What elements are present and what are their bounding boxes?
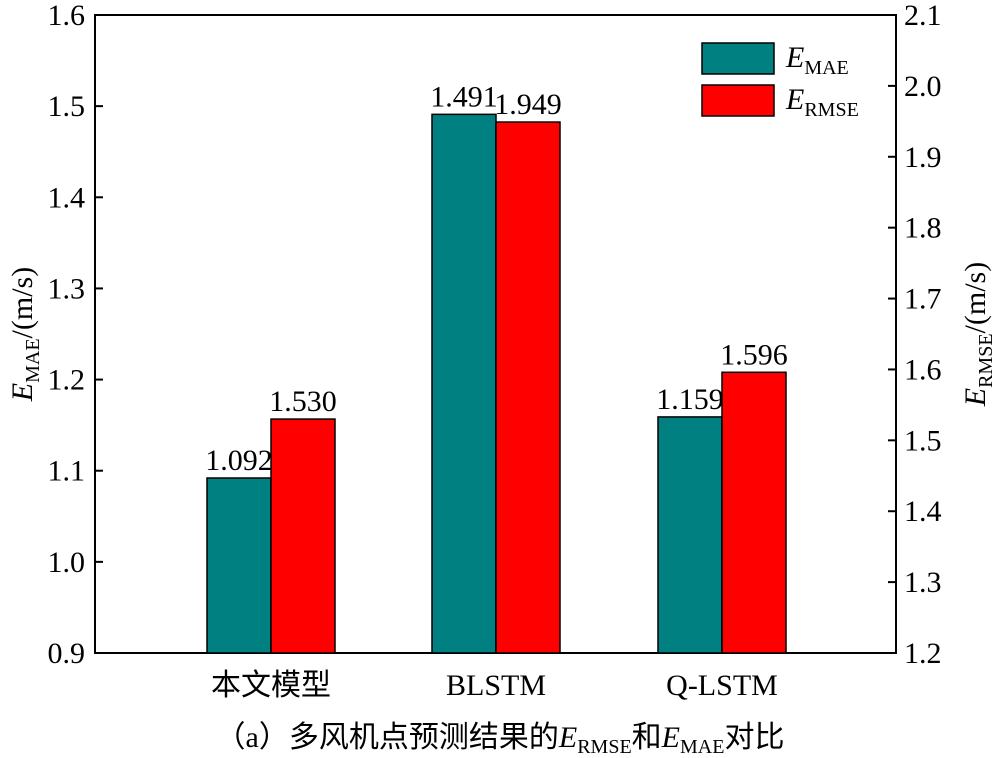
- data-label-rmse: 1.949: [494, 88, 562, 121]
- x-tick-label: BLSTM: [446, 669, 546, 702]
- caption-e2: E: [661, 721, 680, 754]
- caption-sub2: MAE: [680, 736, 725, 758]
- right-tick-label: 1.4: [904, 495, 942, 528]
- left-tick-label: 1.3: [48, 272, 86, 305]
- data-label-rmse: 1.530: [269, 385, 337, 418]
- right-tick-label: 1.5: [904, 424, 942, 457]
- right-tick-label: 1.8: [904, 212, 942, 245]
- x-tick-label: 本文模型: [211, 669, 331, 702]
- right-axis-title: ERMSE/(m/s): [959, 262, 997, 407]
- figure-caption: （a）多风机点预测结果的ERMSE和EMAE对比: [0, 712, 1000, 758]
- caption-sub1: RMSE: [577, 736, 632, 758]
- left-tick-label: 0.9: [48, 637, 86, 670]
- left-axis-title: EMAE/(m/s): [6, 267, 44, 402]
- right-tick-label: 2.1: [904, 0, 942, 32]
- bar-rmse: [721, 371, 787, 654]
- bar-mae: [657, 416, 723, 654]
- data-label-mae: 1.159: [656, 383, 724, 416]
- left-tick-label: 1.4: [48, 181, 86, 214]
- caption-mid: 和: [631, 721, 662, 754]
- right-tick-label: 1.6: [904, 353, 942, 386]
- right-axis-title-sub: RMSE: [975, 333, 997, 387]
- caption-prefix: （a）多风机点预测结果的: [215, 721, 559, 754]
- right-tick-label: 1.7: [904, 283, 942, 316]
- legend-label-main: E: [785, 41, 804, 74]
- legend-label-sub: RMSE: [804, 99, 858, 121]
- data-label-mae: 1.491: [430, 80, 498, 113]
- legend-label-main: E: [785, 83, 804, 116]
- legend-swatch-rmse: [701, 84, 775, 117]
- right-tick-label: 1.3: [904, 566, 942, 599]
- legend-label-mae: EMAE: [785, 41, 849, 79]
- bar-chart: 0.9 1.0 1.1 1.2 1.3 1.4 1.5 1.6 1.2 1.3 1.4 1.5 1.6 1…: [6, 0, 997, 702]
- bar-mae: [431, 113, 497, 654]
- right-tick-label: 2.0: [904, 70, 942, 103]
- legend-label-sub: MAE: [804, 57, 848, 79]
- left-axis-title-sub: MAE: [22, 338, 44, 382]
- bar-mae: [206, 477, 272, 654]
- left-tick-label: 1.5: [48, 90, 86, 123]
- bar-rmse: [495, 121, 561, 654]
- left-tick-label: 1.6: [48, 0, 86, 32]
- right-axis-title-unit: /(m/s): [959, 262, 992, 334]
- left-tick-label: 1.1: [48, 455, 86, 488]
- left-axis-title-unit: /(m/s): [6, 267, 39, 339]
- caption-suffix: 对比: [724, 721, 785, 754]
- legend-label-rmse: ERMSE: [785, 83, 859, 121]
- data-label-rmse: 1.596: [720, 338, 788, 371]
- left-tick-label: 1.2: [48, 364, 86, 397]
- right-tick-label: 1.2: [904, 637, 942, 670]
- bar-rmse: [270, 418, 336, 654]
- left-axis-title-main: E: [6, 383, 39, 402]
- left-tick-label: 1.0: [48, 546, 86, 579]
- bars: [206, 113, 787, 654]
- caption-e1: E: [558, 721, 578, 754]
- x-tick-label: Q-LSTM: [666, 669, 778, 702]
- legend-swatch-mae: [701, 42, 775, 75]
- right-axis-title-main: E: [959, 388, 992, 407]
- data-label-mae: 1.092: [205, 444, 273, 477]
- right-tick-label: 1.9: [904, 141, 942, 174]
- axes: 0.9 1.0 1.1 1.2 1.3 1.4 1.5 1.6 1.2 1.3 1.4 1.5 1.6 1…: [6, 0, 997, 702]
